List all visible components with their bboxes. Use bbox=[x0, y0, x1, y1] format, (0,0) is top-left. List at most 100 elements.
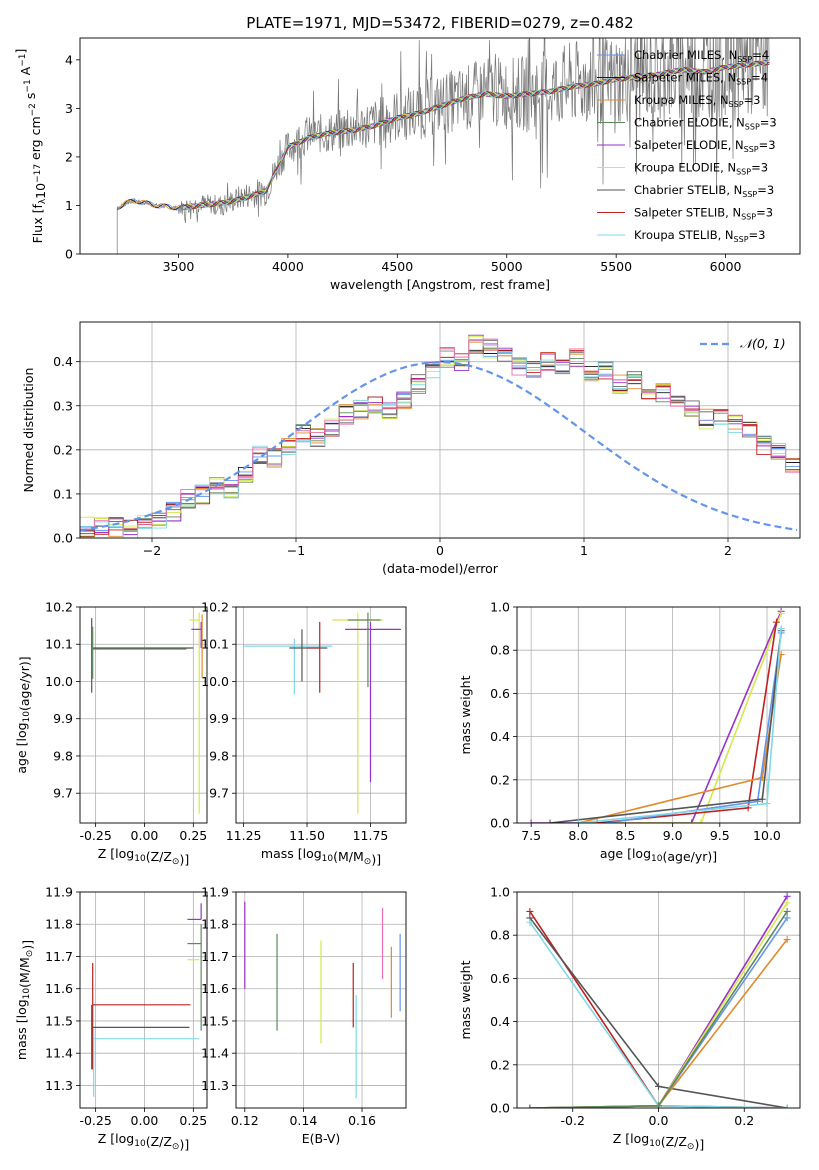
model-spectrum-line bbox=[182, 60, 770, 209]
tick-label-x: 11.25 bbox=[226, 828, 262, 843]
legend-label: 𝒩(0, 1) bbox=[740, 336, 786, 351]
tick-label-y: 9.9 bbox=[209, 711, 229, 726]
histogram-step-line bbox=[80, 338, 800, 530]
legend-label: Chabrier ELODIE, NSSP=3 bbox=[634, 116, 777, 132]
tick-label-y: 10.1 bbox=[201, 637, 229, 652]
tick-label-y: 0.0 bbox=[490, 1101, 510, 1116]
plot-age-vs-weight: 7.5 8.0 8.5 9.0 9.5 10.0 0.0 0.2 0.4 0.6 0.8 1.0 age… bbox=[458, 600, 801, 864]
weight-lines bbox=[526, 892, 791, 1108]
legend-label: Salpeter MILES, NSSP=4 bbox=[634, 71, 768, 87]
histogram-step-line bbox=[80, 339, 800, 535]
tick-label-x: 0.25 bbox=[179, 828, 207, 843]
histogram-step-line bbox=[80, 339, 800, 538]
tick-label-x: −2 bbox=[143, 543, 161, 558]
tick-label-y: 11.6 bbox=[45, 981, 73, 996]
model-spectrum-line bbox=[182, 59, 770, 210]
tick-label-x: -0.25 bbox=[79, 1113, 111, 1128]
weight-marker bbox=[546, 819, 554, 823]
legend: 𝒩(0, 1) bbox=[700, 336, 786, 351]
tick-label-y: 10.2 bbox=[45, 600, 73, 615]
axes-frame bbox=[516, 606, 801, 824]
tick-label-x: 0.00 bbox=[131, 1113, 159, 1128]
legend-label: Salpeter STELIB, NSSP=3 bbox=[634, 206, 773, 222]
x-axis-label: mass [log10(M/M⊙)] bbox=[261, 846, 381, 867]
tick-label-y: 0 bbox=[65, 247, 73, 262]
tick-label-y: 11.3 bbox=[201, 1078, 229, 1093]
tick-label-y: 10.1 bbox=[45, 637, 73, 652]
legend: Chabrier MILES, NSSP=4 Salpeter MILES, NS… bbox=[597, 48, 777, 244]
legend-label: Kroupa STELIB, NSSP=3 bbox=[634, 228, 765, 244]
weight-marker bbox=[783, 892, 791, 900]
figure-title: PLATE=1971, MJD=53472, FIBERID=0279, z=0… bbox=[246, 14, 633, 32]
tick-label-x: 0.0 bbox=[649, 1113, 669, 1128]
tick-label-y: 2 bbox=[65, 149, 73, 164]
errorbars bbox=[91, 903, 202, 1097]
weight-series-line bbox=[578, 613, 782, 823]
tick-label-x: 0.12 bbox=[231, 1113, 259, 1128]
weight-marker bbox=[574, 819, 582, 823]
x-axis-label: Z [log10(Z/Z⊙)] bbox=[98, 846, 189, 867]
tick-label-y: 0.4 bbox=[490, 729, 510, 744]
tick-label-y: 0.8 bbox=[490, 928, 510, 943]
tick-label-y: 1.0 bbox=[490, 885, 510, 900]
tick-label-y: 10.2 bbox=[201, 600, 229, 615]
tick-label-y: 10.0 bbox=[45, 674, 73, 689]
tick-label-x: 4500 bbox=[381, 259, 413, 274]
weight-marker bbox=[758, 795, 766, 803]
y-axis-label: mass [log10(M/M⊙)] bbox=[14, 940, 35, 1060]
axes-frame bbox=[516, 891, 801, 1109]
weight-marker bbox=[783, 936, 791, 944]
weight-marker bbox=[526, 1104, 534, 1108]
errorbars bbox=[91, 612, 203, 814]
tick-label-x: 0 bbox=[436, 543, 444, 558]
tick-label-x: 1 bbox=[580, 543, 588, 558]
tick-label-y: 1.0 bbox=[490, 600, 510, 615]
tick-label-y: 0.4 bbox=[490, 1014, 510, 1029]
tick-label-y: 0.2 bbox=[490, 772, 510, 787]
axes-frame bbox=[79, 321, 801, 539]
weight-series-line bbox=[578, 654, 782, 823]
tick-label-x: 0.25 bbox=[179, 1113, 207, 1128]
legend-label: Kroupa MILES, NSSP=3 bbox=[634, 93, 760, 109]
tick-label-x: -0.25 bbox=[79, 828, 111, 843]
weight-marker bbox=[527, 819, 535, 823]
axes-frame bbox=[235, 891, 407, 1109]
tick-label-y: 0.6 bbox=[490, 686, 510, 701]
histogram-step-line bbox=[80, 347, 800, 531]
histogram-step-line bbox=[80, 339, 800, 532]
tick-label-y: 10.0 bbox=[201, 674, 229, 689]
tick-label-x: 3500 bbox=[163, 259, 195, 274]
errorbars bbox=[243, 612, 401, 814]
tick-label-x: 0.00 bbox=[131, 828, 159, 843]
x-axis-label: Z [log10(Z/Z⊙)] bbox=[613, 1131, 704, 1152]
weight-marker bbox=[697, 819, 705, 823]
weight-marker bbox=[777, 609, 785, 617]
plot-z-vs-mass: -0.25 0.00 0.25 11.3 11.4 11.5 11.6 11.7 11.8 11.… bbox=[14, 885, 208, 1152]
tick-label-x: 0.16 bbox=[348, 1113, 376, 1128]
tick-label-y: 3 bbox=[65, 101, 73, 116]
weight-marker bbox=[763, 800, 771, 808]
tick-label-x: 6000 bbox=[710, 259, 742, 274]
tick-label-x: 10.0 bbox=[753, 828, 781, 843]
legend-label: Kroupa ELODIE, NSSP=3 bbox=[634, 161, 768, 177]
plot-z-vs-age: -0.25 0.00 0.25 9.7 9.8 9.9 10.0 10.1 10.2 Z [log… bbox=[14, 600, 208, 867]
weight-marker bbox=[655, 1102, 662, 1108]
tick-label-y: 0.0 bbox=[53, 531, 73, 546]
tick-label-y: 11.9 bbox=[45, 885, 73, 900]
tick-label-y: 11.8 bbox=[45, 917, 73, 932]
errorbars bbox=[244, 901, 401, 1099]
weight-marker bbox=[688, 819, 696, 823]
tick-label-x: -0.2 bbox=[561, 1113, 585, 1128]
tick-label-y: 11.7 bbox=[201, 949, 229, 964]
plot-mass-vs-age: 11.25 11.50 11.75 9.7 9.8 9.9 10.0 10.1 10.2 mass… bbox=[201, 600, 407, 867]
tick-label-y: 0.6 bbox=[490, 971, 510, 986]
tick-label-x: 0.14 bbox=[289, 1113, 317, 1128]
legend-label: Salpeter ELODIE, NSSP=3 bbox=[634, 138, 776, 154]
tick-label-y: 0.3 bbox=[53, 398, 73, 413]
tick-label-y: 9.7 bbox=[209, 786, 229, 801]
y-axis-label: Flux [fλ10−17 erg cm−2 s−1 A−1] bbox=[13, 49, 48, 244]
tick-label-y: 11.5 bbox=[45, 1013, 73, 1028]
x-axis-label: (data-model)/error bbox=[382, 561, 499, 576]
plot-spectrum: 3500 4000 4500 5000 5500 6000 0 1 2 3 4 wavelength … bbox=[13, 37, 801, 292]
